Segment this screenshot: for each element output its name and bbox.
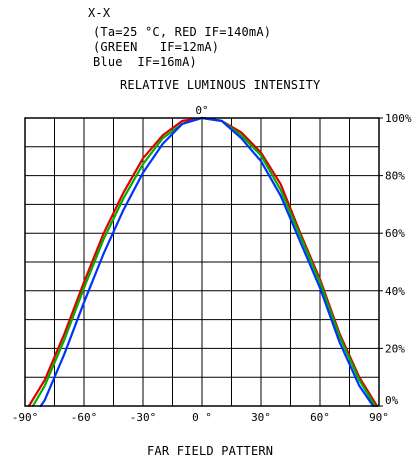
chart-xlabel: FAR FIELD PATTERN <box>147 444 274 458</box>
condition-blue: Blue IF=16mA) <box>93 55 197 69</box>
header-title: X-X <box>88 6 111 20</box>
chart-labels: -90° -60° -30° 0 ° 30° 60° 90° 0% 20% 40% 60% 80% 10… <box>12 104 412 424</box>
x-tick-label: 0 ° <box>192 411 212 424</box>
x-top-marker-label: 0° <box>195 104 208 117</box>
chart-grid <box>25 118 379 406</box>
y-tick-label: 0% <box>385 394 399 407</box>
x-tick-label: -90° <box>12 411 39 424</box>
y-tick-label: 60% <box>385 227 405 240</box>
x-tick-label: -60° <box>71 411 98 424</box>
chart-title: RELATIVE LUMINOUS INTENSITY <box>120 78 321 92</box>
y-tick-label: 80% <box>385 170 405 183</box>
x-tick-label: 60° <box>310 411 330 424</box>
y-tick-label: 20% <box>385 342 405 355</box>
x-tick-label: 90° <box>369 411 389 424</box>
condition-ta-red: (Ta=25 °C, RED IF=140mA) <box>93 25 272 39</box>
chart-frame <box>24 117 383 407</box>
x-tick-label: -30° <box>130 411 157 424</box>
condition-green: (GREEN IF=12mA) <box>93 40 220 54</box>
x-tick-label: 30° <box>251 411 271 424</box>
plot-frame <box>24 117 380 407</box>
y-tick-label: 40% <box>385 285 405 298</box>
y-tick-label: 100% <box>385 112 412 125</box>
